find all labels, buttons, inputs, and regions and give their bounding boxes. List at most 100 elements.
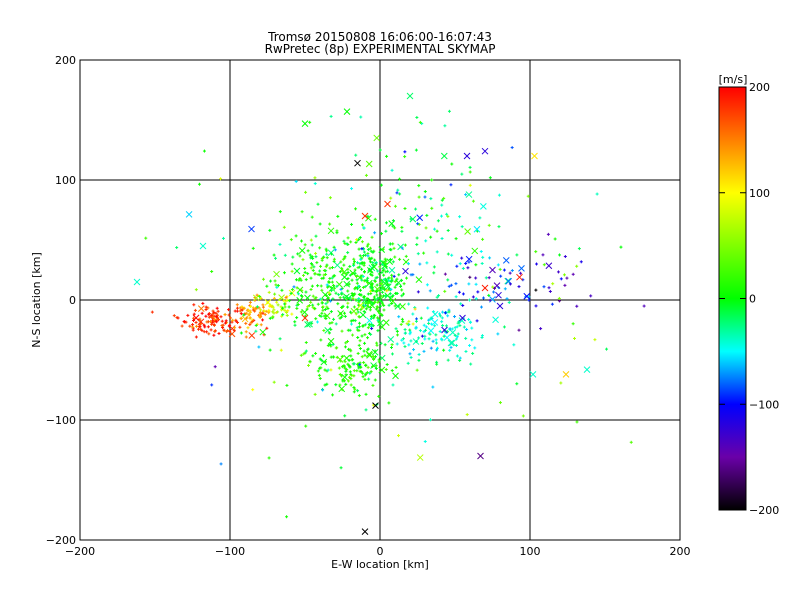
data-point (542, 285, 546, 289)
data-point (440, 198, 444, 202)
data-point (362, 305, 366, 309)
data-point-x (495, 291, 502, 299)
data-point (370, 284, 374, 288)
data-point (378, 265, 382, 269)
data-point (250, 320, 254, 324)
data-point (380, 282, 384, 286)
data-point (357, 292, 361, 296)
data-point (248, 309, 252, 313)
data-point (255, 293, 259, 297)
data-point (296, 303, 300, 307)
colorbar-label: [m/s] (719, 73, 748, 86)
data-point-x (431, 310, 439, 318)
data-point (358, 339, 362, 343)
data-point (296, 252, 300, 256)
colorbar-tick-label: −100 (749, 398, 779, 411)
data-point (325, 249, 329, 253)
data-point (512, 343, 516, 347)
data-point (434, 341, 438, 345)
data-point (192, 312, 196, 316)
data-point (422, 323, 426, 327)
data-point (422, 349, 426, 353)
data-point (384, 367, 388, 371)
data-point (409, 217, 413, 221)
data-point-x (304, 321, 311, 328)
data-point (391, 260, 395, 264)
data-point (353, 271, 357, 275)
data-point (356, 336, 360, 340)
data-point (430, 178, 434, 182)
data-point (423, 195, 427, 199)
data-point (301, 273, 305, 277)
data-point (437, 312, 441, 316)
data-point (458, 356, 462, 360)
data-point (352, 305, 356, 309)
chart-subtitle: RwPretec (8p) EXPERIMENTAL SKYMAP (265, 42, 496, 56)
data-point (319, 338, 323, 342)
data-point (407, 302, 411, 306)
data-point (393, 226, 397, 230)
data-point (150, 310, 154, 314)
data-point (407, 322, 411, 326)
data-point (497, 225, 501, 229)
data-point (391, 219, 395, 223)
data-point (395, 342, 399, 346)
data-point (285, 313, 289, 317)
data-point (309, 238, 313, 242)
data-point-x (531, 152, 538, 160)
data-point (449, 183, 453, 187)
data-point (589, 294, 593, 298)
data-point (282, 271, 286, 275)
data-point-x (361, 528, 369, 535)
data-point (314, 317, 318, 321)
data-point (323, 360, 327, 364)
data-point (313, 392, 317, 396)
data-point (362, 298, 366, 302)
data-point (195, 324, 199, 328)
data-point (205, 330, 209, 334)
data-point (345, 368, 349, 372)
data-point-x (449, 329, 457, 336)
data-point-x (372, 402, 379, 409)
data-point (254, 329, 258, 333)
data-point (197, 182, 201, 186)
data-point (312, 265, 316, 269)
data-point (371, 250, 375, 254)
data-point (212, 320, 216, 324)
data-point (395, 329, 399, 333)
data-point (213, 365, 217, 369)
data-point (383, 257, 387, 261)
data-point (415, 236, 419, 240)
data-point (280, 314, 284, 318)
data-point (205, 320, 209, 324)
data-point (330, 252, 334, 256)
data-point (333, 286, 337, 290)
data-point (325, 283, 329, 287)
data-point-x (464, 228, 471, 235)
data-point (202, 149, 206, 153)
data-point (371, 364, 375, 368)
data-point (374, 261, 378, 265)
y-tick-label: 0 (69, 294, 76, 307)
data-point (340, 266, 344, 270)
data-point (207, 315, 211, 319)
data-point (350, 278, 354, 282)
data-point (629, 440, 633, 444)
data-point (325, 256, 329, 260)
data-point (303, 266, 307, 270)
data-point (221, 236, 225, 240)
data-point (407, 319, 411, 323)
data-point (539, 327, 543, 331)
data-point (335, 231, 339, 235)
data-point (387, 276, 391, 280)
data-point (377, 310, 381, 314)
data-point (374, 367, 378, 371)
data-point (348, 296, 352, 300)
data-point (321, 354, 325, 358)
data-point (497, 193, 501, 197)
data-point (248, 304, 252, 308)
data-point (326, 297, 330, 301)
data-point (349, 372, 353, 376)
data-point (330, 321, 334, 325)
data-point-x (382, 319, 390, 326)
